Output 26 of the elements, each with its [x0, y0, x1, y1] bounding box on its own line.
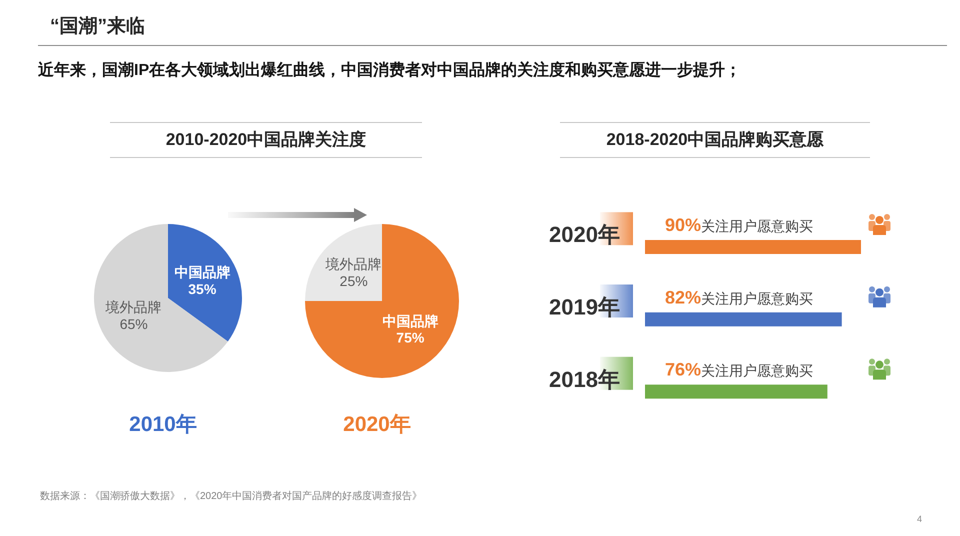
data-label: 75% [396, 330, 425, 346]
y-tick-label: 2019年 [549, 294, 620, 320]
source-note: 数据来源：《国潮骄傲大数据》，《2020年中国消费者对国产品牌的好感度调查报告》 [40, 491, 422, 502]
data-label: 35% [188, 280, 217, 297]
pie-slice [305, 224, 382, 301]
data-label: 90%关注用户愿意购买 [665, 215, 814, 235]
y-tick-label: 2020年 [549, 222, 620, 248]
slice-label: 中国品牌 [382, 312, 438, 329]
pie-slice [305, 224, 459, 378]
chart-title: 2010-2020中国品牌关注度 [166, 129, 366, 151]
text: 2020年 [343, 413, 411, 436]
pie-slice [94, 224, 228, 372]
text: 4 [916, 514, 922, 524]
text: “国潮”来临 [50, 16, 145, 37]
data-label: 25% [340, 272, 368, 289]
data-label: 76%关注用户愿意购买 [665, 360, 814, 380]
chart-title: 2018-2020中国品牌购买意愿 [606, 129, 824, 151]
text: 近年来，国潮IP在各大领域划出爆红曲线，中国消费者对中国品牌的关注度和购买意愿进一步提升； [38, 62, 742, 79]
slice-label: 境外品牌 [104, 298, 162, 315]
slice-label: 中国品牌 [174, 264, 230, 280]
slice-label: 境外品牌 [324, 256, 382, 272]
pie-slice [168, 224, 242, 342]
text: 2010年 [129, 413, 197, 436]
data-label: 65% [120, 316, 148, 332]
y-tick-label: 2018年 [549, 366, 620, 392]
data-label: 82%关注用户愿意购买 [665, 287, 814, 308]
